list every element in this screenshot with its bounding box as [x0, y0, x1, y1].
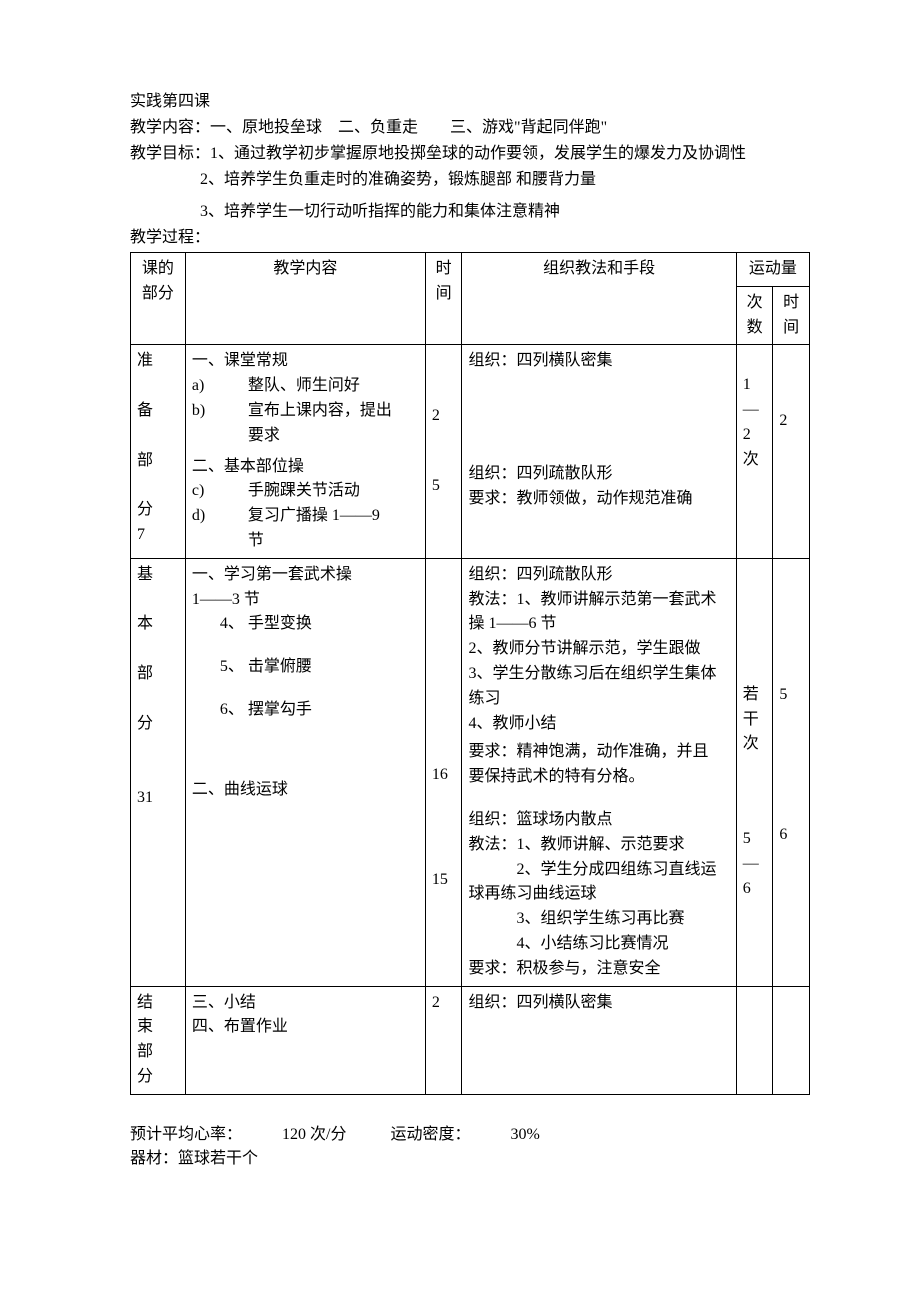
- prep-title-1: 一、课堂常规: [192, 349, 419, 374]
- goal-2: 2、培养学生负重走时的准确姿势，锻炼腿部 和腰背力量: [130, 168, 810, 192]
- cell-content-main: 一、学习第一套武术操1——3 节 4、 手型变换 5、 击掌俯腰 6、 摆掌勾手…: [185, 558, 425, 986]
- cell-dur-main: 5 6: [773, 558, 810, 986]
- cell-time-prep: 2 5: [425, 345, 462, 558]
- m13: 要求：积极参与，注意安全: [468, 957, 729, 982]
- end-item-2: 四、布置作业: [192, 1015, 419, 1040]
- m2: 教法：1、教师讲解示范第一套武术操 1——6 节: [468, 588, 729, 638]
- m11: 3、组织学生练习再比赛: [468, 907, 729, 932]
- m6: 要求：精神饱满，动作准确，并且要保持武术的特有分格。: [468, 740, 729, 790]
- cell-part-end: 结束部分: [131, 986, 186, 1094]
- prep-method-1: 组织：四列横队密集: [468, 349, 729, 374]
- cell-method-main: 组织：四列疏散队形 教法：1、教师讲解示范第一套武术操 1——6 节 2、教师分…: [462, 558, 736, 986]
- prep-method-2a: 组织：四列疏散队形: [468, 462, 729, 487]
- th-count: 次数: [736, 286, 773, 345]
- lesson-plan-table: 课的部分 教学内容 时间 组织教法和手段 运动量 次数 时间 准备部分7 一、课…: [130, 252, 810, 1095]
- cell-count-main: 若干次 5—6: [736, 558, 773, 986]
- cell-part-prep: 准备部分7: [131, 345, 186, 558]
- main-item-4: 4、 手型变换: [192, 612, 419, 637]
- cell-dur-end: [773, 986, 810, 1094]
- content-label: 教学内容：: [130, 119, 210, 136]
- process-label: 教学过程：: [130, 226, 810, 250]
- content-item-3: 三、游戏"背起同伴跑": [450, 119, 607, 136]
- density: 运动密度：30%: [390, 1126, 539, 1143]
- th-load: 运动量: [736, 253, 809, 287]
- prep-title-2: 二、基本部位操: [192, 455, 419, 480]
- teaching-content-line: 教学内容：一、原地投垒球 二、负重走 三、游戏"背起同伴跑": [130, 116, 810, 140]
- cell-content-prep: 一、课堂常规 a)整队、师生问好 b)宣布上课内容，提出要求 二、基本部位操 c…: [185, 345, 425, 558]
- cell-count-prep: 1—2次: [736, 345, 773, 558]
- cell-time-end: 2: [425, 986, 462, 1094]
- th-time: 时间: [425, 253, 462, 345]
- footer: 预计平均心率：120 次/分 运动密度：30% 器材：篮球若干个: [130, 1123, 810, 1171]
- m3: 2、教师分节讲解示范，学生跟做: [468, 637, 729, 662]
- content-item-1: 一、原地投垒球: [210, 119, 322, 136]
- main-title-2: 二、曲线运球: [192, 778, 419, 803]
- prep-item-d: d)复习广播操 1——9节: [220, 504, 419, 554]
- m5: 4、教师小结: [468, 712, 729, 737]
- lesson-header: 实践第四课 教学内容：一、原地投垒球 二、负重走 三、游戏"背起同伴跑" 教学目…: [130, 90, 810, 250]
- cell-time-main: 16 15: [425, 558, 462, 986]
- m9: 2、学生分成四组练习直线运: [468, 858, 729, 883]
- prep-item-c: c)手腕踝关节活动: [220, 479, 419, 504]
- goal-3: 3、培养学生一切行动听指挥的能力和集体注意精神: [130, 200, 810, 224]
- prep-item-a: a)整队、师生问好: [220, 374, 419, 399]
- heart-rate: 预计平均心率：120 次/分: [130, 1126, 346, 1143]
- equipment: 器材：篮球若干个: [130, 1147, 810, 1171]
- main-item-6: 6、 摆掌勾手: [192, 698, 419, 723]
- goal-1: 1、通过教学初步掌握原地投掷垒球的动作要领，发展学生的爆发力及协调性: [210, 145, 746, 162]
- cell-part-main: 基本部分31: [131, 558, 186, 986]
- th-method: 组织教法和手段: [462, 253, 736, 345]
- th-part: 课的部分: [131, 253, 186, 345]
- cell-count-end: [736, 986, 773, 1094]
- row-end: 结束部分 三、小结 四、布置作业 2 组织：四列横队密集: [131, 986, 810, 1094]
- th-content: 教学内容: [185, 253, 425, 345]
- prep-method-2b: 要求：教师领做，动作规范准确: [468, 487, 729, 512]
- cell-content-end: 三、小结 四、布置作业: [185, 986, 425, 1094]
- th-duration: 时间: [773, 286, 810, 345]
- m10: 球再练习曲线运球: [468, 882, 729, 907]
- content-item-2: 二、负重走: [338, 119, 418, 136]
- row-prep: 准备部分7 一、课堂常规 a)整队、师生问好 b)宣布上课内容，提出要求 二、基…: [131, 345, 810, 558]
- main-title-1: 一、学习第一套武术操1——3 节: [192, 563, 419, 613]
- m12: 4、小结练习比赛情况: [468, 932, 729, 957]
- cell-method-end: 组织：四列横队密集: [462, 986, 736, 1094]
- m7: 组织：篮球场内散点: [468, 808, 729, 833]
- prep-item-b: b)宣布上课内容，提出要求: [220, 399, 419, 449]
- goals-label: 教学目标：: [130, 145, 210, 162]
- lesson-number: 实践第四课: [130, 90, 810, 114]
- cell-method-prep: 组织：四列横队密集 组织：四列疏散队形 要求：教师领做，动作规范准确: [462, 345, 736, 558]
- main-item-5: 5、 击掌俯腰: [192, 655, 419, 680]
- end-item-1: 三、小结: [192, 991, 419, 1016]
- m4: 3、学生分散练习后在组织学生集体练习: [468, 662, 729, 712]
- cell-dur-prep: 2: [773, 345, 810, 558]
- m8: 教法：1、教师讲解、示范要求: [468, 833, 729, 858]
- m1: 组织：四列疏散队形: [468, 563, 729, 588]
- goal-line-1: 教学目标：1、通过教学初步掌握原地投掷垒球的动作要领，发展学生的爆发力及协调性: [130, 142, 810, 166]
- table-head: 课的部分 教学内容 时间 组织教法和手段 运动量 次数 时间: [131, 253, 810, 345]
- row-main: 基本部分31 一、学习第一套武术操1——3 节 4、 手型变换 5、 击掌俯腰 …: [131, 558, 810, 986]
